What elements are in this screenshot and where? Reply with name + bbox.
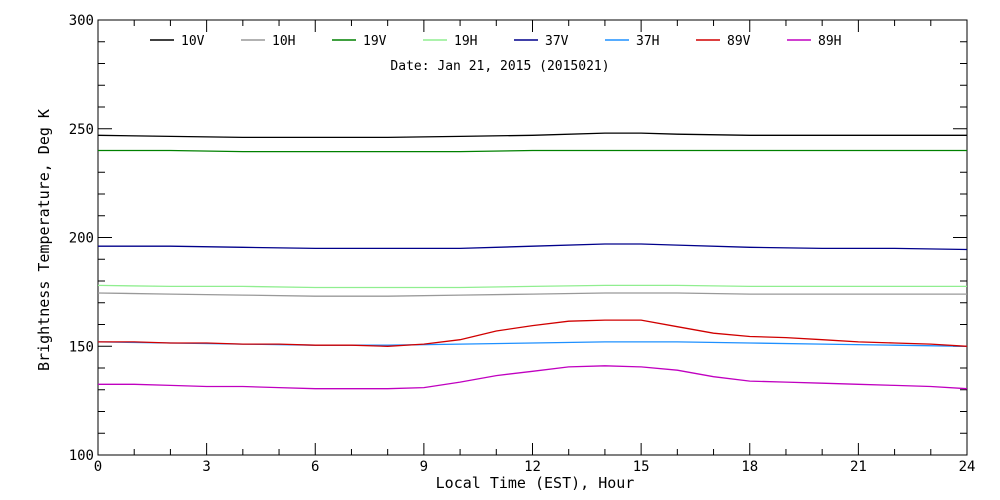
- x-axis-ticks: 0 3 6 9 12 15 18 21 24: [94, 20, 976, 475]
- x-tick-label: 12: [524, 459, 541, 475]
- legend-label-37v: 37V: [545, 34, 569, 49]
- series-line-10v: [97, 132, 967, 139]
- date-annotation: Date: Jan 21, 2015 (2015021): [390, 59, 609, 74]
- x-tick-label: 24: [959, 459, 976, 475]
- y-tick-label: 200: [69, 231, 94, 247]
- plot-frame: [97, 19, 968, 456]
- y-tick-label: 300: [69, 13, 94, 29]
- series-line-19v: [98, 149, 967, 153]
- x-tick-label: 3: [202, 459, 210, 475]
- series-line-89h: [98, 365, 968, 390]
- x-tick-label: 21: [850, 459, 867, 475]
- x-tick-label: 6: [311, 459, 319, 475]
- legend-label-19v: 19V: [363, 34, 387, 49]
- legend-label-10h: 10H: [272, 34, 295, 49]
- y-tick-label: 250: [69, 122, 94, 138]
- legend-label-10v: 10V: [181, 34, 205, 49]
- y-axis-label: Brightness Temperature, Deg K: [35, 109, 53, 371]
- legend-label-37h: 37H: [636, 34, 659, 49]
- y-tick-label: 150: [69, 339, 94, 355]
- series-lines: [97, 132, 968, 390]
- x-axis-label: Local Time (EST), Hour: [436, 474, 635, 492]
- y-tick-label: 100: [69, 448, 94, 464]
- x-tick-label: 9: [420, 459, 428, 475]
- series-line-10h: [97, 292, 967, 297]
- x-tick-label: 15: [633, 459, 650, 475]
- legend-label-89v: 89V: [727, 34, 751, 49]
- x-tick-label: 18: [741, 459, 758, 475]
- legend-label-19h: 19H: [454, 34, 477, 49]
- legend-label-89h: 89H: [818, 34, 841, 49]
- y-axis-ticks: 100 150 200 250 300: [69, 13, 967, 464]
- series-line-37v: [98, 243, 968, 251]
- legend: 10V 10H 19V 19H 37V 37H 89V 89H: [150, 34, 841, 49]
- series-line-89v: [98, 319, 968, 347]
- x-tick-label: 0: [94, 459, 102, 475]
- series-line-19h: [97, 284, 967, 289]
